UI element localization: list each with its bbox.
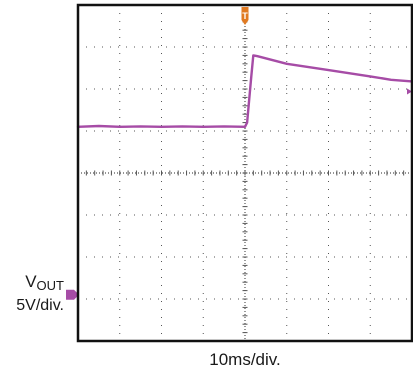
- grid: [77, 4, 413, 342]
- trigger-marker-label: T: [242, 11, 248, 21]
- channel-label: VOUT 5V/div.: [4, 272, 64, 316]
- channel-name: VOUT: [25, 272, 64, 293]
- markers-group: T: [66, 7, 412, 300]
- channel-name-sub: OUT: [36, 278, 64, 293]
- trace-vout: [76, 54, 413, 128]
- trace-group: [76, 54, 413, 128]
- time-scale-label: 10ms/div.: [209, 350, 281, 369]
- offscreen-marker: [407, 88, 412, 95]
- screen-frame: [76, 3, 413, 343]
- ground-reference-marker: [66, 289, 79, 300]
- trigger-marker: [241, 7, 249, 25]
- channel-scale: 5V/div.: [16, 297, 64, 314]
